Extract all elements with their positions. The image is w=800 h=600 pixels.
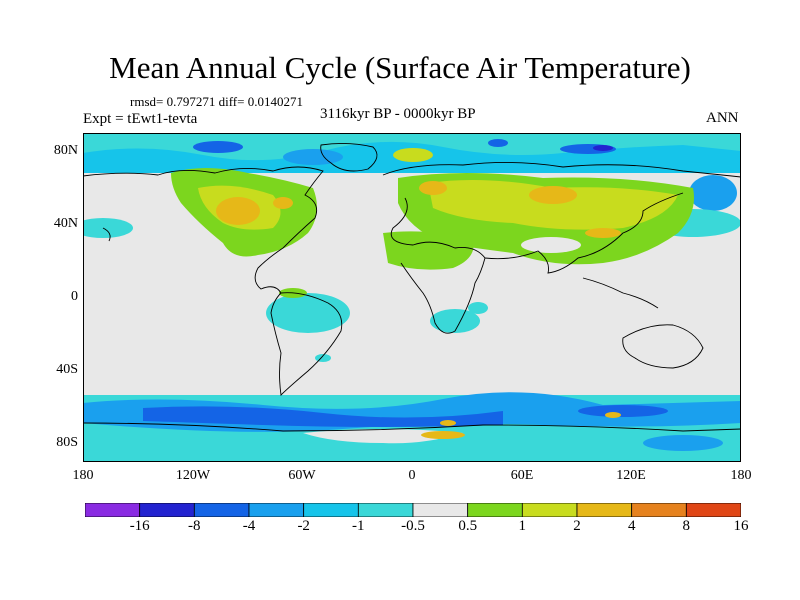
arctic-anomalies [83,133,741,238]
antarctic-anomalies [83,392,741,462]
colorbar-label: -16 [129,518,150,534]
lon-label-120w: 120W [175,468,211,483]
northern-land-anomalies [171,168,694,270]
colorbar-label: -0.5 [401,518,425,534]
colorbar-swatch [412,503,469,517]
colorbar-label: 8 [682,518,691,534]
colorbar-label: -1 [352,518,365,534]
coastlines [83,142,741,432]
colorbar-swatch [303,503,359,517]
colorbar-swatch [85,503,141,517]
colorbar-swatch [467,503,523,517]
colorbar-label: 16 [733,518,749,534]
colorbar-label: -8 [188,518,201,534]
colorbar-label: 4 [627,518,636,534]
experiment-label: Expt = tEwt1-tevta [83,111,198,127]
lon-label-60w: 60W [288,468,316,483]
colorbar-label: 2 [573,518,581,534]
lon-label-120e: 120E [616,468,646,483]
colorbar-label: 0.5 [458,518,478,534]
lat-label-80s: 80S [56,435,78,450]
lat-label-40n: 40N [53,216,78,231]
colorbar-swatch [685,503,741,517]
lon-label-180w: 180 [72,468,94,483]
lat-label-80n: 80N [53,143,78,158]
colorbar-swatch [576,503,633,517]
plot-title: Mean Annual Cycle (Surface Air Temperatu… [109,50,691,85]
colorbar-swatch [139,503,195,517]
colorbar-label: -2 [297,518,310,534]
lon-label-60e: 60E [510,468,534,483]
lat-label-40s: 40S [56,362,78,377]
season-label: ANN [706,110,739,126]
colorbar-label: -4 [242,518,256,534]
colorbar-swatch [631,503,687,517]
tropical-anomalies [266,288,488,362]
colorbar-label: 1 [518,518,527,534]
colorbar-swatch [357,503,414,517]
colorbar-swatch [193,503,250,517]
colorbar-swatch [521,503,578,517]
temperature-map [83,133,741,462]
lon-label-0: 0 [408,468,416,483]
lat-label-eq: 0 [71,289,78,304]
stats-text: rmsd= 0.797271 diff= 0.0140271 [130,94,303,109]
lon-label-180e: 180 [730,468,752,483]
colorbar-swatch [248,503,305,517]
map-frame [83,133,741,462]
colorbar [85,503,741,517]
period-label: 3116kyr BP - 0000kyr BP [320,106,476,122]
